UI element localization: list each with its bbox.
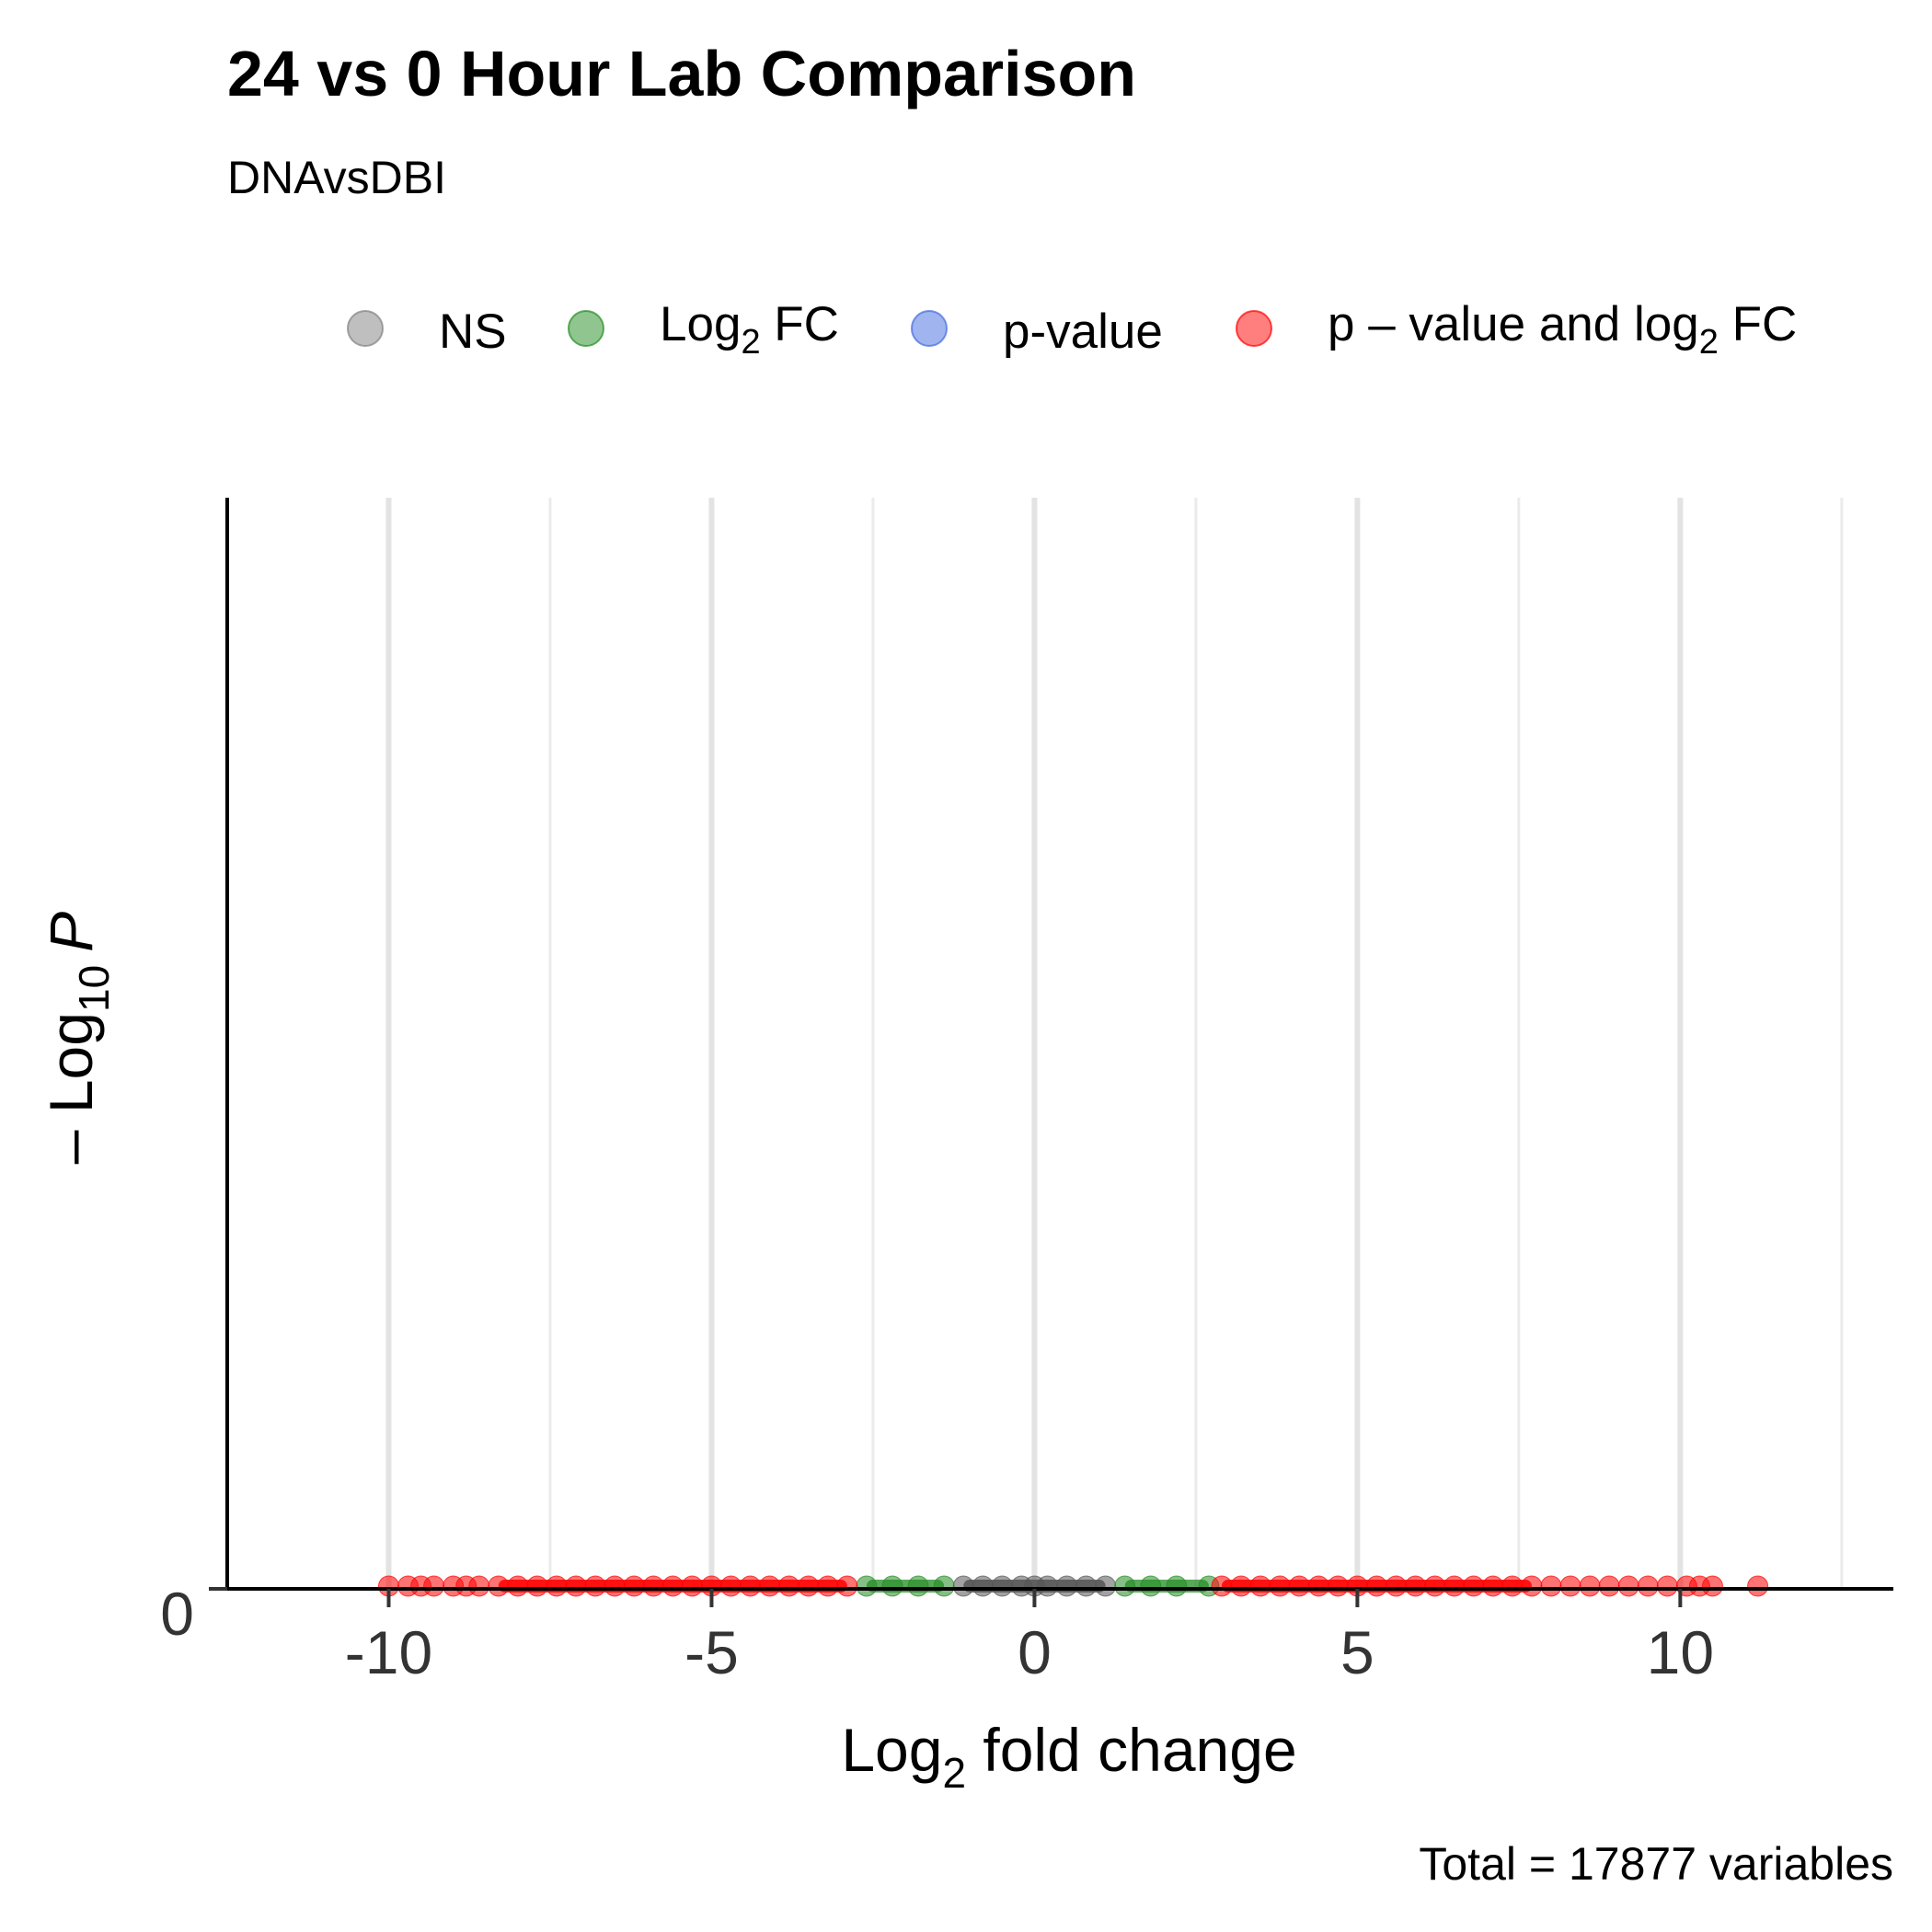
point-0-2 <box>991 1575 1013 1597</box>
y-axis-title-italic: P <box>37 912 105 952</box>
x-axis-title-rest: fold change <box>966 1716 1297 1784</box>
x-tick-label-0: -10 <box>345 1618 432 1686</box>
legend-swatch-fc <box>568 310 604 347</box>
point-0-0 <box>952 1575 974 1597</box>
legend-label-main-fc: Log <box>660 297 741 351</box>
chart-subtitle: DNAvsDBI <box>227 152 446 203</box>
point-0-8 <box>1095 1575 1117 1597</box>
y-axis-title-prefix: – Log <box>37 1012 105 1164</box>
point-2-3 <box>423 1575 445 1597</box>
point-2-48 <box>1637 1575 1659 1597</box>
legend-label-ns: NS <box>439 305 507 359</box>
point-2-6 <box>468 1575 490 1597</box>
legend-swatch-p <box>911 310 948 347</box>
legend-label-both: p – value and log2 FC <box>1328 297 1797 362</box>
legend: NS Log2 FC p-value p – value and log2 FC <box>347 297 1797 362</box>
x-tick-label-3: 5 <box>1340 1618 1374 1686</box>
point-2-43 <box>1540 1575 1562 1597</box>
x-tick-label-4: 10 <box>1647 1618 1714 1686</box>
point-2-47 <box>1617 1575 1639 1597</box>
point-1-4 <box>1114 1575 1136 1597</box>
x-axis-title: Log2 fold change <box>841 1716 1296 1797</box>
y-axis-title: – Log10 P <box>37 912 118 1164</box>
x-axis-title-sub: 2 <box>942 1749 966 1797</box>
legend-item-both: p – value and log2 FC <box>1236 297 1797 362</box>
point-1-6 <box>1166 1575 1188 1597</box>
point-2-52 <box>1701 1575 1723 1597</box>
legend-item-fc: Log2 FC <box>568 297 839 362</box>
point-0-6 <box>1056 1575 1078 1597</box>
point-0-1 <box>972 1575 994 1597</box>
legend-label-main-p: p-value <box>1003 305 1163 359</box>
legend-label-fc: Log2 FC <box>660 297 839 362</box>
y-tick-label-0: 0 <box>160 1580 194 1648</box>
legend-item-ns: NS <box>347 305 507 359</box>
legend-label-rest-fc: FC <box>761 297 839 351</box>
legend-label-sub-fc: 2 <box>741 323 760 362</box>
chart-title: 24 vs 0 Hour Lab Comparison <box>227 38 1136 109</box>
point-2-53 <box>1747 1575 1769 1597</box>
point-1-2 <box>907 1575 929 1597</box>
x-axis-ticks: -10 -5 0 5 10 <box>345 1589 1714 1686</box>
point-1-5 <box>1140 1575 1162 1597</box>
point-0-7 <box>1075 1575 1098 1597</box>
gridlines <box>385 498 1844 1589</box>
point-1-1 <box>881 1575 903 1597</box>
y-axis-title-sub: 10 <box>70 965 118 1012</box>
legend-label-main-ns: NS <box>439 305 507 359</box>
legend-item-p: p-value <box>911 305 1163 359</box>
legend-label-sub-both: 2 <box>1699 323 1719 362</box>
point-1-3 <box>933 1575 955 1597</box>
legend-swatch-both <box>1236 310 1272 347</box>
y-axis-ticks: 0 <box>160 1580 227 1648</box>
legend-swatch-ns <box>347 310 384 347</box>
chart-caption: Total = 17877 variables <box>1419 1838 1893 1890</box>
point-1-0 <box>856 1575 878 1597</box>
point-2-44 <box>1559 1575 1581 1597</box>
point-2-46 <box>1598 1575 1620 1597</box>
legend-label-p: p-value <box>1003 305 1163 359</box>
legend-label-rest-both: FC <box>1719 297 1797 351</box>
point-2-49 <box>1656 1575 1678 1597</box>
x-tick-label-1: -5 <box>684 1618 739 1686</box>
point-2-45 <box>1579 1575 1601 1597</box>
point-0-5 <box>1036 1575 1058 1597</box>
data-points <box>377 1575 1769 1597</box>
x-axis-title-main: Log <box>841 1716 942 1784</box>
legend-label-main-both: p – value and log <box>1328 297 1699 351</box>
x-tick-label-2: 0 <box>1018 1618 1052 1686</box>
